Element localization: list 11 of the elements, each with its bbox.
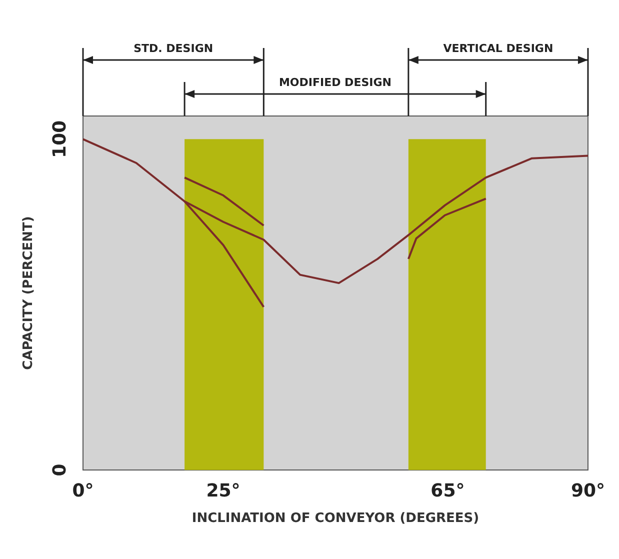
x-tick-label: 65° (430, 480, 465, 502)
y-tick-label: 100 (50, 120, 70, 158)
y-tick-label: 0 (50, 464, 70, 476)
x-tick-label: 25° (206, 480, 240, 502)
y-axis-title: CAPACITY (PERCENT) (21, 216, 36, 370)
text: STD. DESIGN (134, 42, 214, 55)
x-tick-label: 0° (72, 480, 94, 502)
text: MODIFIED DESIGN (278, 76, 392, 89)
text: VERTICAL DESIGN (443, 42, 554, 55)
x-axis-title: INCLINATION OF CONVEYOR (DEGREES) (192, 511, 480, 526)
x-tick-label: 90° (570, 480, 606, 502)
